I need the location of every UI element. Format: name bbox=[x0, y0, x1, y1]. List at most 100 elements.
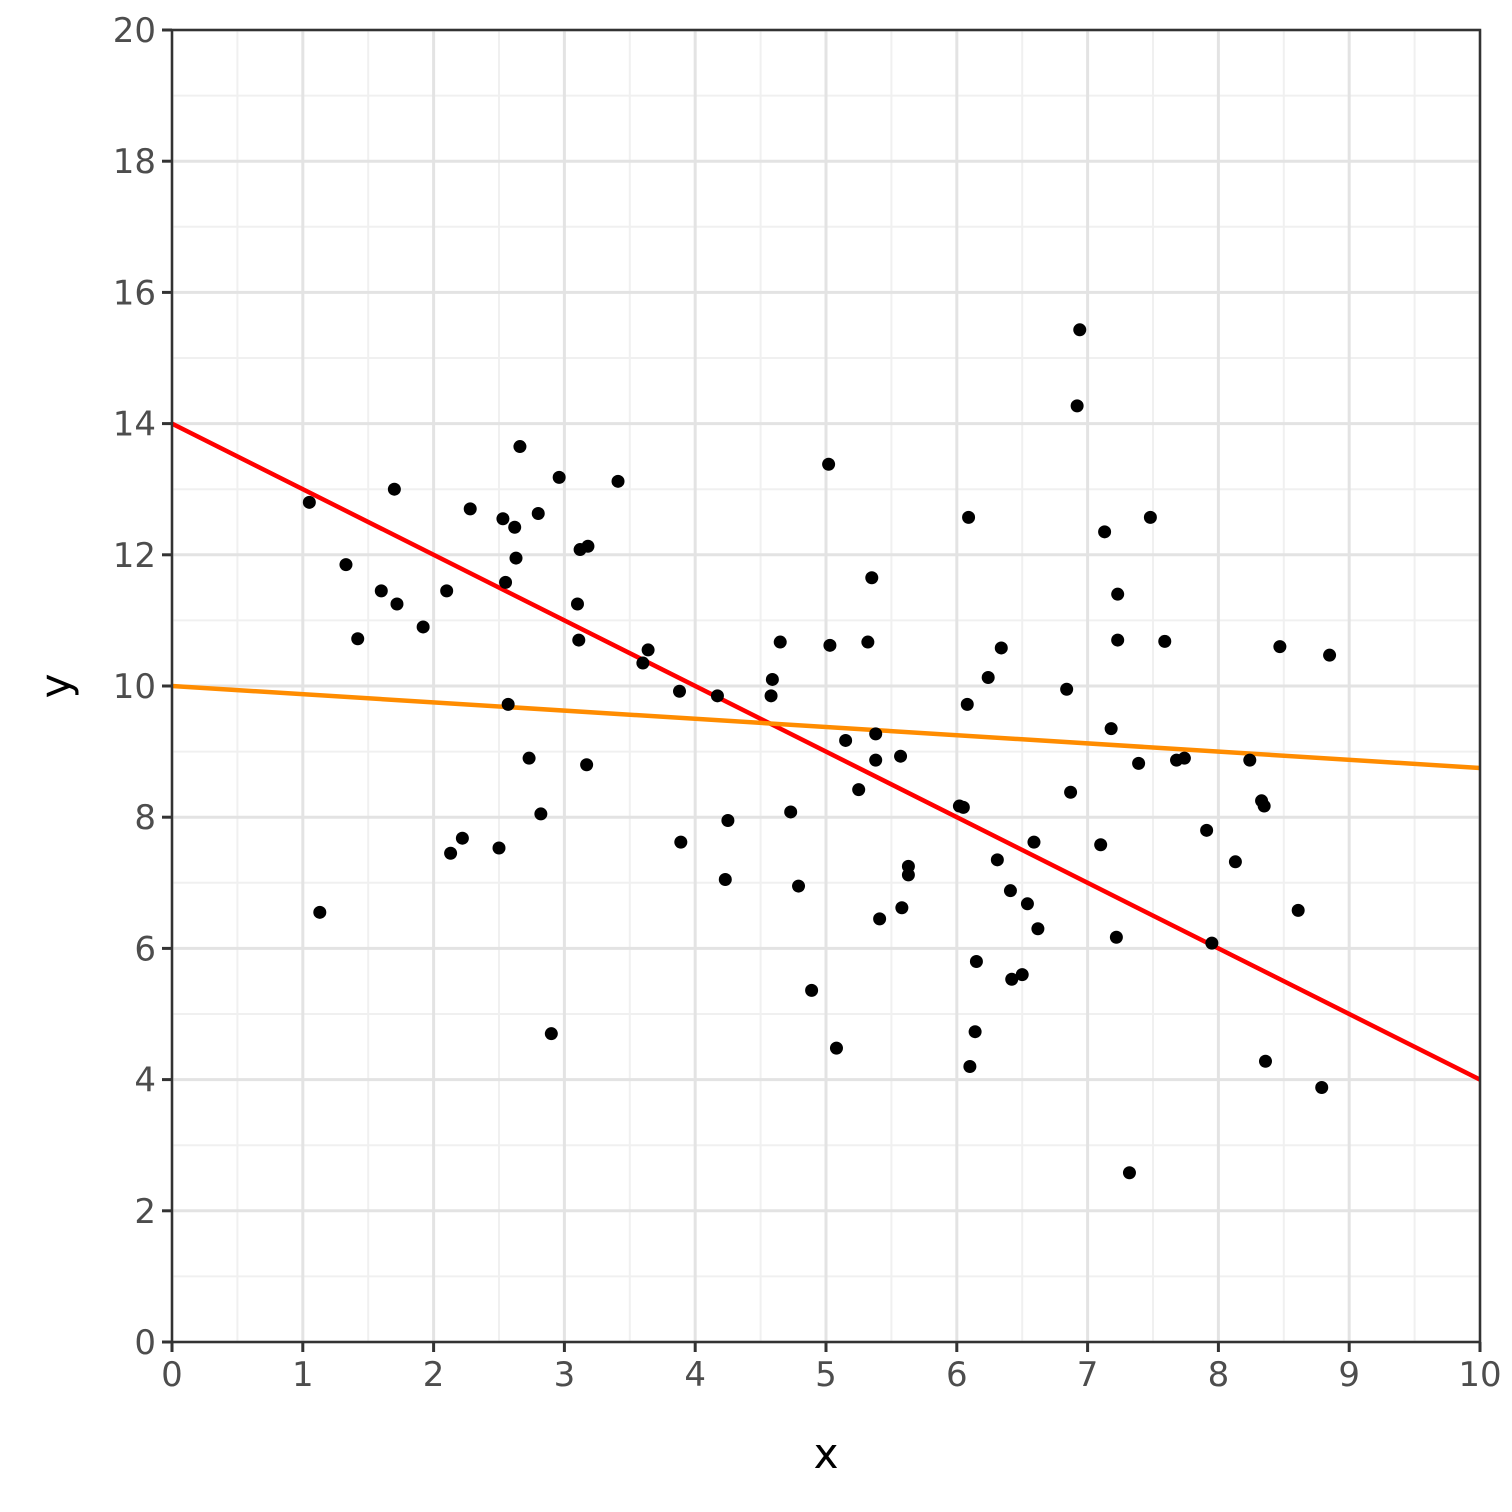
x-tick-label: 1 bbox=[292, 1355, 314, 1395]
data-point bbox=[390, 597, 404, 611]
data-point bbox=[496, 512, 510, 526]
data-point bbox=[852, 783, 866, 797]
data-point bbox=[522, 751, 536, 765]
y-tick-label: 20 bbox=[113, 11, 156, 51]
data-point bbox=[416, 620, 430, 634]
y-tick-label: 18 bbox=[113, 142, 156, 182]
data-point bbox=[641, 643, 655, 657]
data-point bbox=[829, 1041, 843, 1055]
series-line-2 bbox=[171, 683, 1481, 771]
data-point bbox=[1257, 799, 1271, 813]
data-point bbox=[1109, 930, 1123, 944]
y-axis-title: y bbox=[31, 674, 80, 699]
data-point bbox=[1228, 855, 1242, 869]
data-point bbox=[572, 633, 586, 647]
data-point bbox=[784, 805, 798, 819]
data-point bbox=[1111, 587, 1125, 601]
data-point bbox=[570, 597, 584, 611]
data-point bbox=[990, 853, 1004, 867]
data-point bbox=[1015, 968, 1029, 982]
data-point bbox=[764, 689, 778, 703]
data-point bbox=[969, 955, 983, 969]
data-point bbox=[865, 571, 879, 585]
data-point bbox=[455, 831, 469, 845]
data-point bbox=[1243, 753, 1257, 767]
data-point bbox=[792, 879, 806, 893]
data-point bbox=[1132, 756, 1146, 770]
data-point bbox=[1122, 1166, 1136, 1180]
data-point bbox=[534, 807, 548, 821]
x-tick-label: 0 bbox=[161, 1355, 183, 1395]
data-point bbox=[956, 800, 970, 814]
x-axis-title: x bbox=[814, 1429, 839, 1478]
data-point bbox=[492, 841, 506, 855]
data-point bbox=[1104, 722, 1118, 736]
series-line-1 bbox=[170, 421, 1482, 1082]
data-point bbox=[1177, 751, 1191, 765]
data-point bbox=[339, 558, 353, 572]
data-point bbox=[823, 638, 837, 652]
x-axis-ticks: 0 1 2 3 4 5 6 7 8 9 10 bbox=[161, 1342, 1502, 1395]
y-tick-label: 12 bbox=[113, 536, 156, 576]
data-point bbox=[1003, 884, 1017, 898]
data-point bbox=[611, 474, 625, 488]
data-point bbox=[981, 670, 995, 684]
data-point bbox=[1205, 936, 1219, 950]
data-point bbox=[1111, 633, 1125, 647]
data-point bbox=[499, 575, 513, 589]
data-point bbox=[710, 689, 724, 703]
x-tick-label: 2 bbox=[423, 1355, 445, 1395]
data-point bbox=[1031, 922, 1045, 936]
data-point bbox=[994, 641, 1008, 655]
x-tick-label: 5 bbox=[815, 1355, 837, 1395]
x-tick-label: 10 bbox=[1458, 1355, 1501, 1395]
y-tick-label: 16 bbox=[113, 273, 156, 313]
data-point bbox=[1027, 835, 1041, 849]
data-point bbox=[960, 697, 974, 711]
data-point bbox=[901, 859, 915, 873]
data-point bbox=[839, 733, 853, 747]
x-tick-label: 3 bbox=[554, 1355, 576, 1395]
data-point bbox=[531, 506, 545, 520]
y-tick-label: 8 bbox=[134, 798, 156, 838]
x-tick-label: 4 bbox=[684, 1355, 706, 1395]
data-point bbox=[962, 510, 976, 524]
data-point bbox=[869, 753, 883, 767]
data-point bbox=[374, 584, 388, 598]
data-point bbox=[869, 727, 883, 741]
data-point bbox=[302, 495, 316, 509]
data-point bbox=[1020, 897, 1034, 911]
data-point bbox=[805, 983, 819, 997]
data-point bbox=[765, 672, 779, 686]
data-point bbox=[1323, 648, 1337, 662]
data-point bbox=[773, 635, 787, 649]
data-point bbox=[1060, 682, 1074, 696]
data-point bbox=[580, 758, 594, 772]
x-tick-label: 9 bbox=[1338, 1355, 1360, 1395]
data-point bbox=[440, 584, 454, 598]
y-tick-label: 0 bbox=[134, 1323, 156, 1363]
x-tick-label: 6 bbox=[946, 1355, 968, 1395]
data-point bbox=[581, 539, 595, 553]
data-point bbox=[351, 632, 365, 646]
y-tick-label: 2 bbox=[134, 1192, 156, 1232]
data-point bbox=[509, 551, 523, 565]
data-point bbox=[718, 873, 732, 887]
data-point bbox=[1315, 1080, 1329, 1094]
x-tick-label: 7 bbox=[1077, 1355, 1099, 1395]
data-point bbox=[963, 1059, 977, 1073]
data-points bbox=[302, 323, 1337, 1180]
y-tick-label: 14 bbox=[113, 405, 156, 445]
data-point bbox=[1291, 903, 1305, 917]
data-point bbox=[1073, 323, 1087, 337]
data-point bbox=[544, 1027, 558, 1041]
y-tick-label: 6 bbox=[134, 929, 156, 969]
data-point bbox=[508, 520, 522, 534]
data-point bbox=[1094, 838, 1108, 852]
data-point bbox=[513, 440, 527, 454]
y-tick-label: 10 bbox=[113, 667, 156, 707]
data-point bbox=[1070, 399, 1084, 413]
data-point bbox=[968, 1025, 982, 1039]
